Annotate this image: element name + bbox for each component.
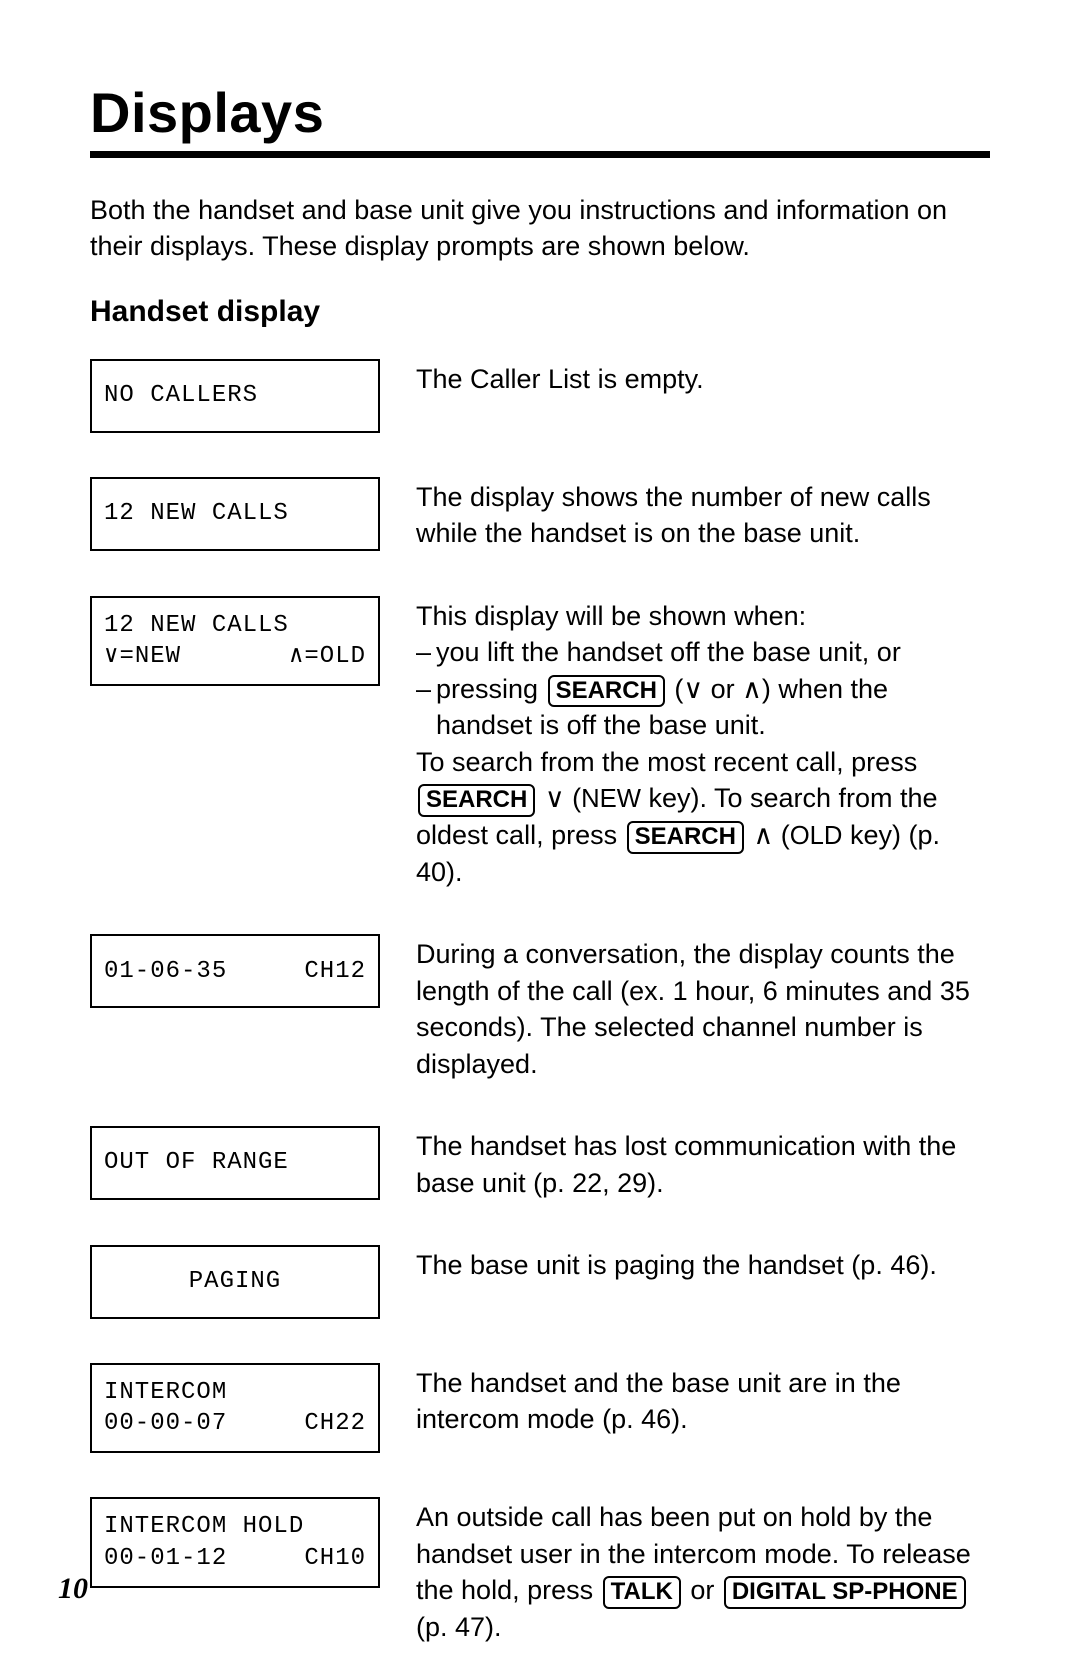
desc-fragment: To search from the most recent call, pre… — [416, 747, 917, 777]
lcd-line2: 00-00-07 CH22 — [104, 1408, 366, 1439]
manual-page: Displays Both the handset and base unit … — [0, 0, 1080, 1656]
display-description: The Caller List is empty. — [416, 359, 990, 397]
lcd-line2: ∨=NEW ∧=OLD — [104, 641, 366, 672]
page-number: 10 — [58, 1572, 88, 1606]
lcd-right: ∧=OLD — [289, 641, 366, 672]
lcd-box: OUT OF RANGE — [90, 1126, 380, 1200]
display-description: The base unit is paging the handset (p. … — [416, 1245, 990, 1283]
lcd-box: INTERCOM HOLD 00-01-12 CH10 — [90, 1497, 380, 1587]
display-row: NO CALLERS The Caller List is empty. — [90, 359, 990, 433]
desc-fragment: pressing — [436, 674, 546, 704]
page-title: Displays — [90, 80, 990, 145]
desc-fragment: NEW — [581, 785, 641, 813]
lcd-box: NO CALLERS — [90, 359, 380, 433]
dash-icon: – — [416, 634, 436, 670]
lcd-box: INTERCOM 00-00-07 CH22 — [90, 1363, 380, 1453]
display-description: The handset has lost communication with … — [416, 1126, 990, 1201]
lcd-box: 12 NEW CALLS ∨=NEW ∧=OLD — [90, 596, 380, 686]
talk-key: TALK — [603, 1576, 681, 1609]
search-key: SEARCH — [627, 821, 744, 854]
display-description: The display shows the number of new call… — [416, 477, 990, 552]
desc-bullet-text: you lift the handset off the base unit, … — [436, 634, 901, 670]
lcd-line: 12 NEW CALLS — [104, 498, 366, 529]
dash-icon: – — [416, 671, 436, 744]
display-row: OUT OF RANGE The handset has lost commun… — [90, 1126, 990, 1201]
lcd-line2: 00-01-12 CH10 — [104, 1543, 366, 1574]
display-description: The handset and the base unit are in the… — [416, 1363, 990, 1438]
display-description: This display will be shown when: – you l… — [416, 596, 990, 891]
lcd-box: 12 NEW CALLS — [90, 477, 380, 551]
lcd-left: 00-00-07 — [104, 1408, 227, 1439]
lcd-left: 01-06-35 — [104, 956, 227, 987]
lcd-line: PAGING — [104, 1266, 366, 1297]
display-row: INTERCOM HOLD 00-01-12 CH10 An outside c… — [90, 1497, 990, 1645]
desc-tail: To search from the most recent call, pre… — [416, 744, 990, 890]
desc-bullet: – pressing SEARCH (∨ or ∧) when the hand… — [416, 671, 990, 744]
display-row: 12 NEW CALLS The display shows the numbe… — [90, 477, 990, 552]
desc-bullet: – you lift the handset off the base unit… — [416, 634, 990, 670]
intro-text: Both the handset and base unit give you … — [90, 192, 990, 265]
desc-bullet-text: pressing SEARCH (∨ or ∧) when the handse… — [436, 671, 990, 744]
lcd-right: CH10 — [304, 1543, 366, 1574]
lcd-left: 00-01-12 — [104, 1543, 227, 1574]
desc-fragment: ∧ ( — [746, 820, 790, 850]
display-row: 12 NEW CALLS ∨=NEW ∧=OLD This display wi… — [90, 596, 990, 891]
lcd-box: 01-06-35 CH12 — [90, 934, 380, 1008]
desc-fragment: OLD — [790, 822, 843, 850]
lcd-line: INTERCOM HOLD — [104, 1511, 366, 1542]
search-key: SEARCH — [418, 784, 535, 817]
lcd-line2: 01-06-35 CH12 — [104, 956, 366, 987]
lcd-line: NO CALLERS — [104, 380, 366, 411]
lcd-right: CH12 — [304, 956, 366, 987]
display-row: PAGING The base unit is paging the hands… — [90, 1245, 990, 1319]
lcd-left: ∨=NEW — [104, 641, 181, 672]
lcd-line: 12 NEW CALLS — [104, 610, 366, 641]
display-description: An outside call has been put on hold by … — [416, 1497, 990, 1645]
display-description: During a conversation, the display count… — [416, 934, 990, 1082]
lcd-box: PAGING — [90, 1245, 380, 1319]
display-row: 01-06-35 CH12 During a conversation, the… — [90, 934, 990, 1082]
sp-phone-key: DIGITAL SP-PHONE — [724, 1576, 966, 1609]
lcd-right: CH22 — [304, 1408, 366, 1439]
lcd-line: OUT OF RANGE — [104, 1147, 366, 1178]
section-subtitle: Handset display — [90, 295, 990, 329]
lcd-line: INTERCOM — [104, 1377, 366, 1408]
search-key: SEARCH — [548, 675, 665, 708]
desc-fragment: ∨ ( — [537, 783, 581, 813]
desc-fragment: or — [683, 1575, 722, 1605]
desc-fragment: (p. 47). — [416, 1612, 502, 1642]
display-row: INTERCOM 00-00-07 CH22 The handset and t… — [90, 1363, 990, 1453]
title-rule — [90, 151, 990, 158]
desc-lead: This display will be shown when: — [416, 598, 990, 634]
display-rows: NO CALLERS The Caller List is empty. 12 … — [90, 359, 990, 1646]
